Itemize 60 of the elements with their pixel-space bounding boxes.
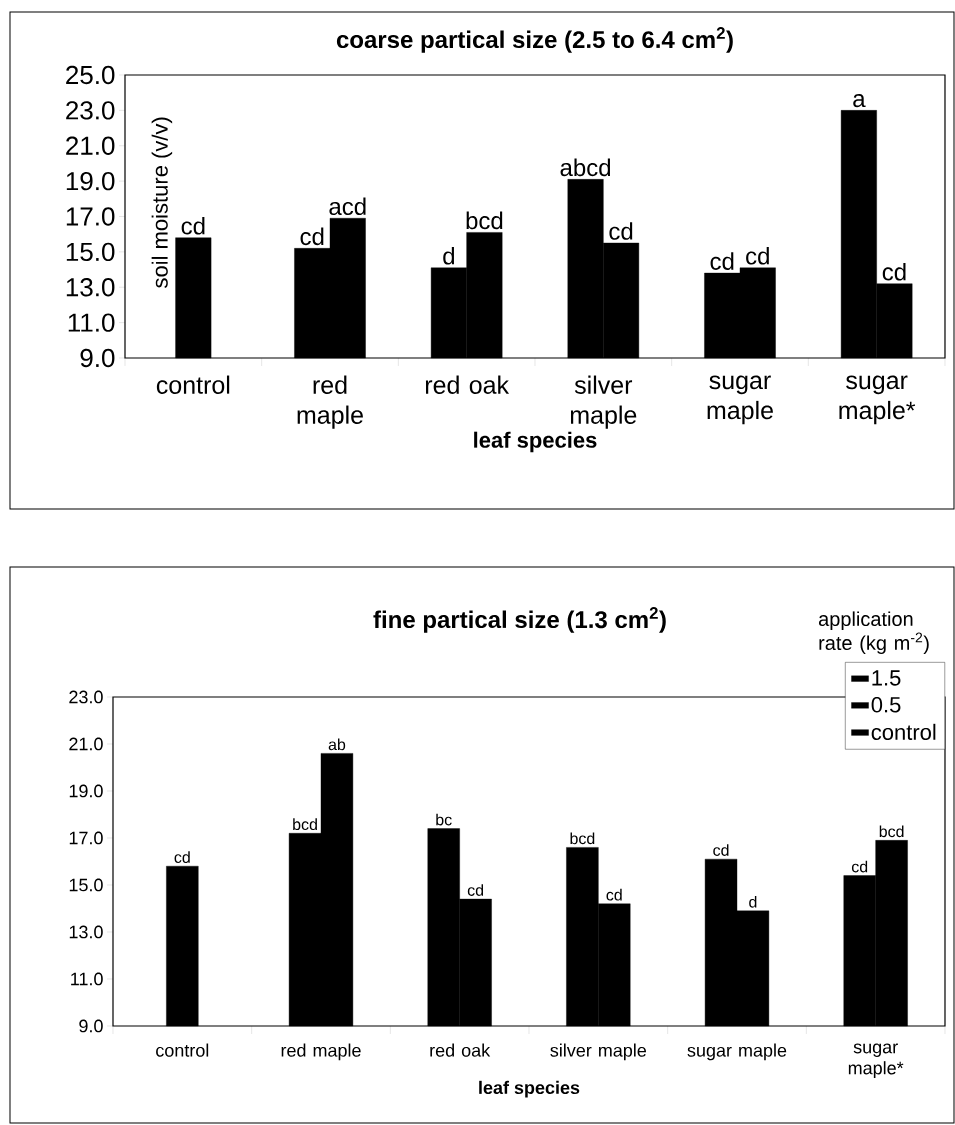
data-label: cd (606, 888, 622, 901)
data-label: bcd (879, 825, 904, 838)
x-axis-title: leaf species (474, 431, 597, 453)
data-label: cd (710, 252, 734, 270)
y-tick-label: 11.0 (71, 972, 103, 986)
x-tick-label: sugar maple* (848, 1043, 904, 1078)
y-tick-label: 11.0 (68, 313, 115, 332)
x-axis-title: leaf species (479, 1080, 580, 1098)
y-tick-label: 23.0 (69, 690, 103, 704)
y-tick-label: 19.0 (66, 171, 115, 191)
chart-title: coarse partical size (2.5 to 6.4 cm$^{2}$) (336, 27, 733, 53)
data-label: d (749, 895, 757, 908)
x-tick-label: red maple (281, 1043, 361, 1061)
data-label: cd (300, 227, 324, 246)
data-label: cd (882, 262, 906, 281)
x-tick-label: control (156, 1043, 209, 1057)
data-label: cd (174, 851, 190, 863)
y-tick-label: 21.0 (66, 136, 115, 155)
y-tick-label: 17.0 (69, 831, 103, 845)
x-tick-label: sugar maple* (839, 375, 916, 425)
data-label: bcd (570, 832, 595, 845)
x-tick-label: sugar maple (707, 375, 773, 425)
y-tick-label: 13.0 (69, 925, 103, 939)
y-tick-label: 23.0 (66, 101, 115, 120)
legend-title: application rate (kg m$^{-2}$) (818, 611, 929, 655)
data-label: bcd (293, 818, 317, 831)
legend-label: 1.5 (872, 670, 901, 686)
y-tick-label: 21.0 (69, 737, 103, 751)
data-label: cd (851, 860, 868, 873)
data-label: bc (436, 813, 452, 826)
y-tick-label: 9.0 (80, 348, 115, 368)
data-label: ab (328, 738, 346, 751)
data-label: a (853, 94, 866, 108)
legend-label: control (871, 723, 936, 740)
y-tick-label: 9.0 (79, 1019, 103, 1033)
x-tick-label: silver maple (570, 375, 637, 429)
y-tick-label: 15.0 (66, 242, 115, 262)
data-label: cd (181, 216, 205, 235)
chart-title: fine partical size (1.3 cm$^{2}$) (373, 607, 666, 633)
x-tick-label: red maple (297, 375, 363, 429)
data-label: d (443, 246, 455, 265)
legend-label: 0.5 (871, 696, 901, 713)
data-label: cd (609, 222, 633, 240)
x-tick-label: control (156, 375, 230, 394)
x-tick-label: red oak (430, 1043, 491, 1057)
data-label: cd (746, 246, 769, 265)
y-tick-label: 15.0 (69, 878, 103, 892)
y-axis-title: soil moisture (v/v) (151, 117, 173, 288)
y-tick-label: 13.0 (66, 278, 115, 297)
data-label: acd (329, 197, 366, 216)
data-label: bcd (466, 211, 503, 230)
x-tick-label: sugar maple (687, 1043, 787, 1061)
data-label: cd (713, 844, 729, 856)
x-tick-label: silver maple (550, 1043, 647, 1061)
data-label: cd (467, 884, 484, 896)
y-tick-label: 17.0 (66, 207, 115, 226)
data-label: abcd (560, 158, 611, 177)
y-tick-label: 25.0 (66, 65, 115, 85)
x-tick-label: red oak (425, 375, 510, 394)
y-tick-label: 19.0 (69, 784, 103, 798)
